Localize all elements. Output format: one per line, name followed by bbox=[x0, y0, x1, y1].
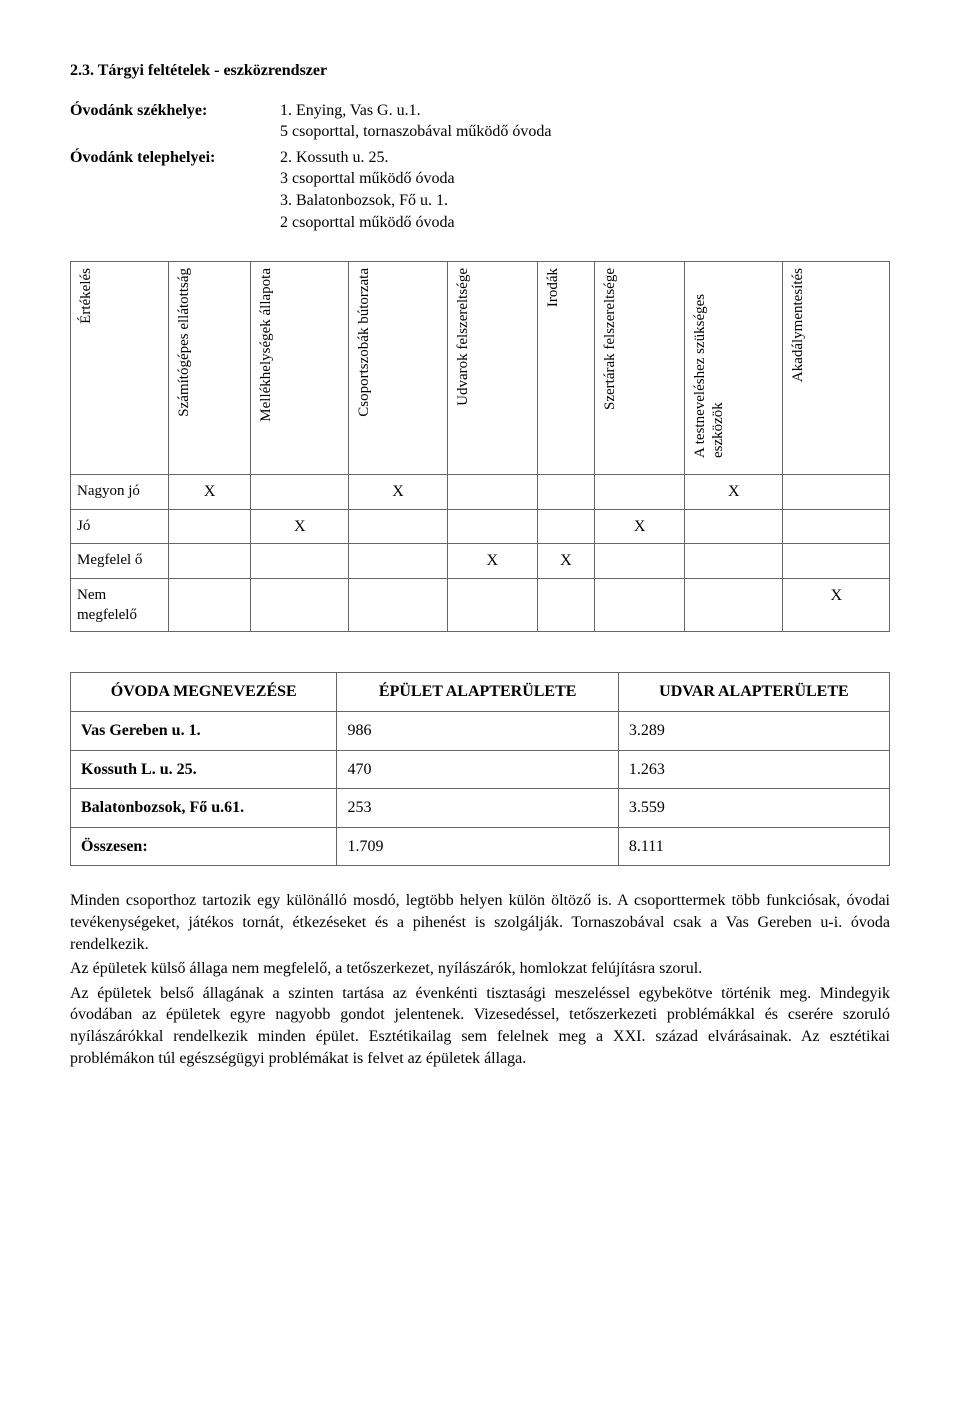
eval-cell bbox=[447, 578, 537, 632]
eval-row: Megfelel ő X X bbox=[71, 544, 890, 579]
eval-header: Szertárak felszereltsége bbox=[595, 262, 685, 475]
eval-cell bbox=[685, 544, 783, 579]
definition-label: Óvodánk székhelye: bbox=[70, 100, 280, 143]
eval-cell bbox=[349, 578, 447, 632]
definition-line: 3. Balatonbozsok, Fő u. 1. bbox=[280, 190, 890, 212]
area-header: ÉPÜLET ALAPTERÜLETE bbox=[337, 673, 618, 712]
area-header: ÓVODA MEGNEVEZÉSE bbox=[71, 673, 337, 712]
eval-cell bbox=[447, 475, 537, 510]
area-yard: 1.263 bbox=[618, 750, 889, 789]
definition-line: 3 csoporttal működő óvoda bbox=[280, 168, 890, 190]
eval-cell bbox=[537, 509, 594, 544]
eval-row: Nem megfelelő X bbox=[71, 578, 890, 632]
eval-cell: X bbox=[685, 475, 783, 510]
area-yard: 3.289 bbox=[618, 712, 889, 751]
eval-cell bbox=[595, 578, 685, 632]
definition-label: Óvodánk telephelyei: bbox=[70, 147, 280, 233]
eval-header-row: Értékelés Számítógépes ellátottság Mellé… bbox=[71, 262, 890, 475]
body-text: Minden csoporthoz tartozik egy különálló… bbox=[70, 890, 890, 1069]
eval-cell bbox=[169, 578, 251, 632]
eval-header: Csoportszobák bútorzata bbox=[349, 262, 447, 475]
area-yard: 8.111 bbox=[618, 827, 889, 866]
eval-cell: X bbox=[595, 509, 685, 544]
definitions-block: Óvodánk székhelye: 1. Enying, Vas G. u.1… bbox=[70, 100, 890, 234]
eval-header: Akadálymentesítés bbox=[783, 262, 890, 475]
eval-row: Nagyon jó X X X bbox=[71, 475, 890, 510]
eval-cell bbox=[537, 475, 594, 510]
definition-line: 2. Kossuth u. 25. bbox=[280, 147, 890, 169]
eval-row-label: Nem megfelelő bbox=[71, 578, 169, 632]
area-name: Összesen: bbox=[71, 827, 337, 866]
eval-header: Mellékhelységek állapota bbox=[251, 262, 349, 475]
eval-cell: X bbox=[251, 509, 349, 544]
definition-line: 1. Enying, Vas G. u.1. bbox=[280, 100, 890, 122]
area-building: 1.709 bbox=[337, 827, 618, 866]
eval-header: Számítógépes ellátottság bbox=[169, 262, 251, 475]
eval-row: Jó X X bbox=[71, 509, 890, 544]
eval-cell bbox=[349, 544, 447, 579]
area-building: 470 bbox=[337, 750, 618, 789]
section-title: 2.3. Tárgyi feltételek - eszközrendszer bbox=[70, 60, 890, 82]
definition-row: Óvodánk székhelye: 1. Enying, Vas G. u.1… bbox=[70, 100, 890, 143]
eval-cell bbox=[595, 475, 685, 510]
area-row: Összesen: 1.709 8.111 bbox=[71, 827, 890, 866]
eval-cell bbox=[783, 475, 890, 510]
eval-cell bbox=[349, 509, 447, 544]
eval-cell: X bbox=[447, 544, 537, 579]
eval-header: Udvarok felszereltsége bbox=[447, 262, 537, 475]
area-yard: 3.559 bbox=[618, 789, 889, 828]
eval-cell: X bbox=[349, 475, 447, 510]
eval-header: Értékelés bbox=[71, 262, 169, 475]
eval-cell bbox=[595, 544, 685, 579]
eval-cell: X bbox=[783, 578, 890, 632]
area-header: UDVAR ALAPTERÜLETE bbox=[618, 673, 889, 712]
area-building: 986 bbox=[337, 712, 618, 751]
body-paragraph: Az épületek belső állagának a szinten ta… bbox=[70, 983, 890, 1069]
eval-cell: X bbox=[537, 544, 594, 579]
eval-header: A testneveléshez szükséges eszközök bbox=[685, 262, 783, 475]
eval-cell bbox=[783, 544, 890, 579]
eval-cell bbox=[251, 544, 349, 579]
body-paragraph: Minden csoporthoz tartozik egy különálló… bbox=[70, 890, 890, 955]
area-header-row: ÓVODA MEGNEVEZÉSE ÉPÜLET ALAPTERÜLETE UD… bbox=[71, 673, 890, 712]
area-table: ÓVODA MEGNEVEZÉSE ÉPÜLET ALAPTERÜLETE UD… bbox=[70, 672, 890, 866]
eval-cell bbox=[251, 578, 349, 632]
area-row: Vas Gereben u. 1. 986 3.289 bbox=[71, 712, 890, 751]
area-name: Kossuth L. u. 25. bbox=[71, 750, 337, 789]
definition-row: Óvodánk telephelyei: 2. Kossuth u. 25. 3… bbox=[70, 147, 890, 233]
eval-cell bbox=[537, 578, 594, 632]
eval-cell bbox=[169, 509, 251, 544]
definition-values: 1. Enying, Vas G. u.1. 5 csoporttal, tor… bbox=[280, 100, 890, 143]
area-row: Balatonbozsok, Fő u.61. 253 3.559 bbox=[71, 789, 890, 828]
evaluation-table: Értékelés Számítógépes ellátottság Mellé… bbox=[70, 261, 890, 632]
eval-header: Irodák bbox=[537, 262, 594, 475]
definition-line: 5 csoporttal, tornaszobával működő óvoda bbox=[280, 121, 890, 143]
eval-cell: X bbox=[169, 475, 251, 510]
area-name: Balatonbozsok, Fő u.61. bbox=[71, 789, 337, 828]
definition-line: 2 csoporttal működő óvoda bbox=[280, 212, 890, 234]
area-building: 253 bbox=[337, 789, 618, 828]
eval-row-label: Megfelel ő bbox=[71, 544, 169, 579]
eval-row-label: Jó bbox=[71, 509, 169, 544]
eval-cell bbox=[169, 544, 251, 579]
eval-row-label: Nagyon jó bbox=[71, 475, 169, 510]
eval-cell bbox=[685, 578, 783, 632]
eval-cell bbox=[251, 475, 349, 510]
eval-cell bbox=[447, 509, 537, 544]
area-name: Vas Gereben u. 1. bbox=[71, 712, 337, 751]
body-paragraph: Az épületek külső állaga nem megfelelő, … bbox=[70, 958, 890, 980]
definition-values: 2. Kossuth u. 25. 3 csoporttal működő óv… bbox=[280, 147, 890, 233]
eval-cell bbox=[685, 509, 783, 544]
eval-cell bbox=[783, 509, 890, 544]
area-row: Kossuth L. u. 25. 470 1.263 bbox=[71, 750, 890, 789]
